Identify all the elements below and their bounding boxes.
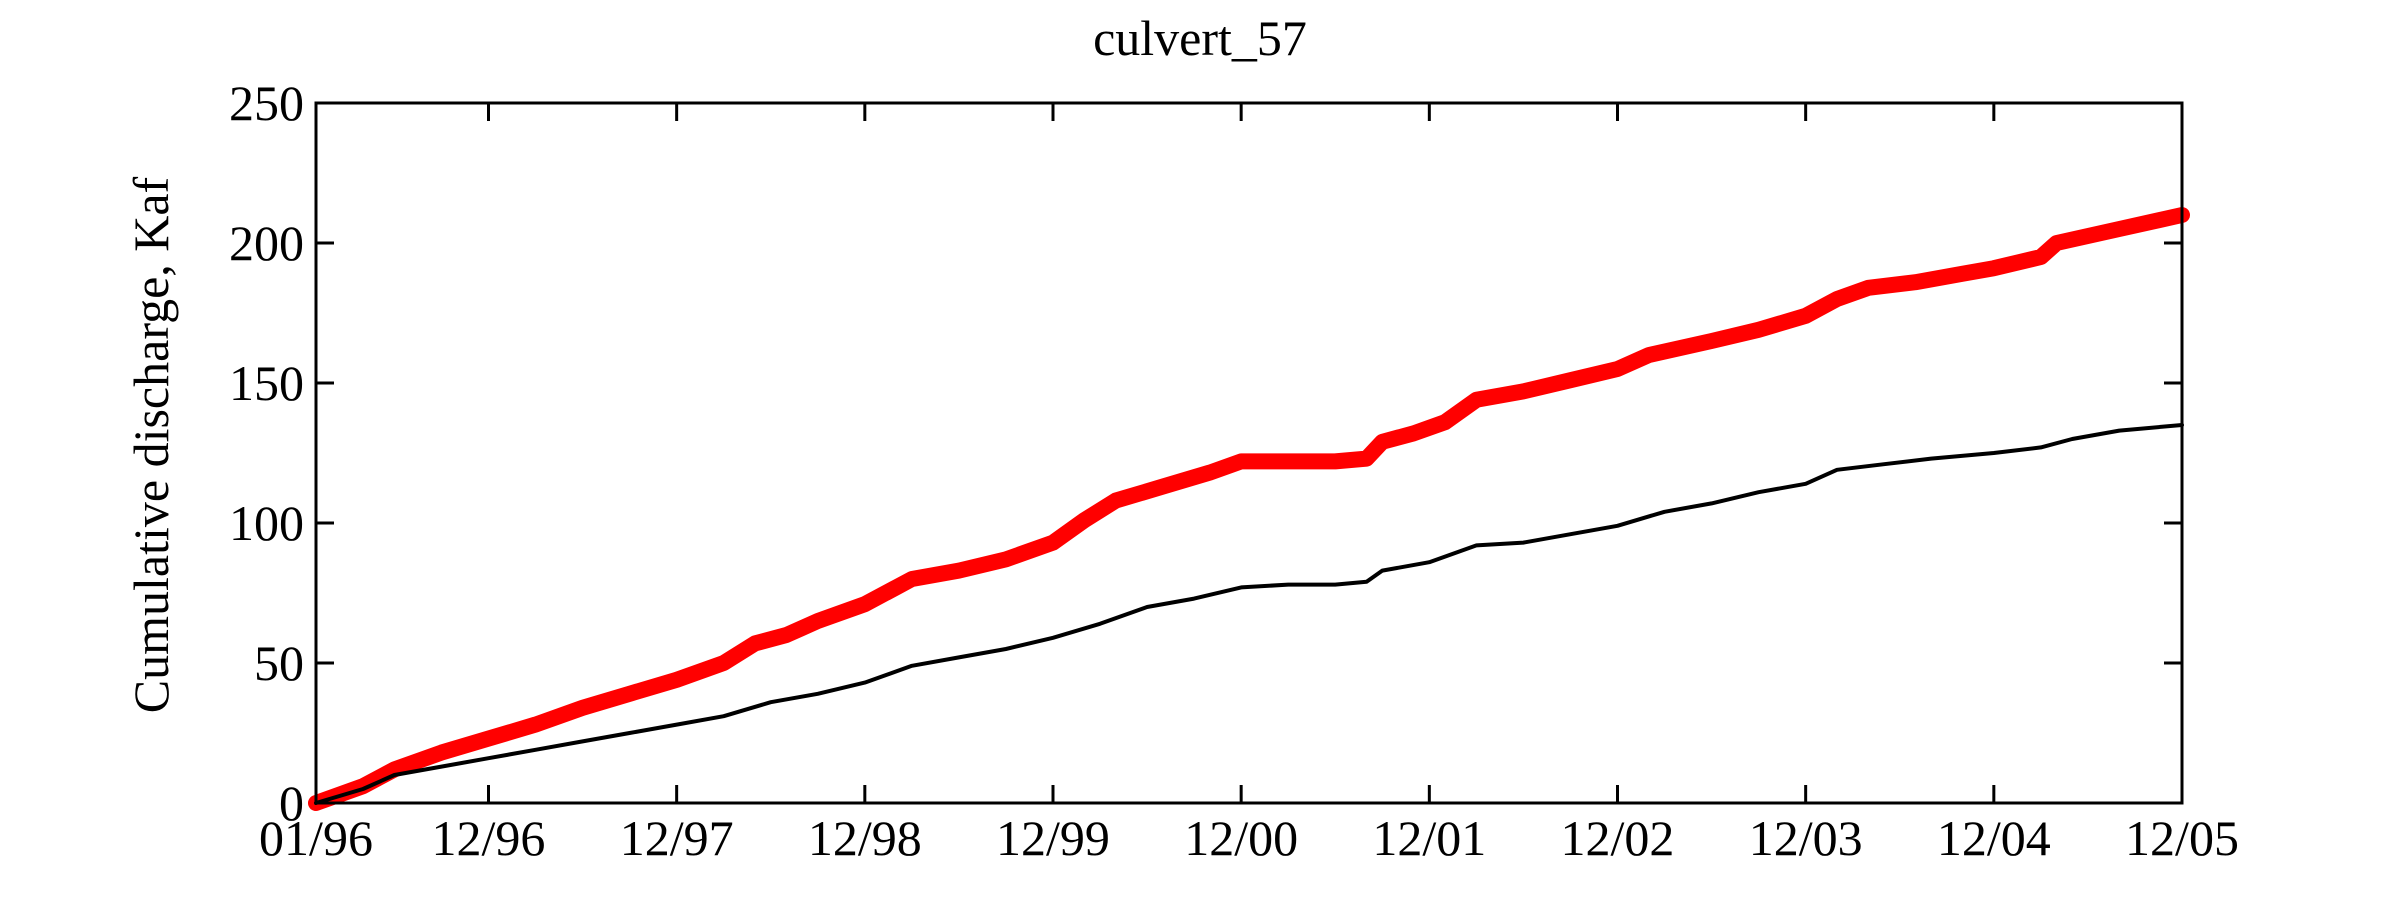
- x-tick-label: 12/99: [996, 810, 1110, 866]
- y-tick-label: 200: [229, 215, 304, 271]
- y-tick-label: 50: [254, 635, 304, 691]
- series-line-red: [308, 207, 2190, 811]
- series-line-black: [314, 423, 2184, 805]
- x-tick-label: 12/00: [1184, 810, 1298, 866]
- x-tick-label: 12/02: [1561, 810, 1675, 866]
- ticks-layer: 0 50 100 150 200 250 01/96 12/96 12/97 12/98 12/99…: [229, 75, 2239, 866]
- chart-title: culvert_57: [1093, 10, 1307, 66]
- x-tick-label: 12/01: [1372, 810, 1486, 866]
- y-tick-label: 250: [229, 75, 304, 131]
- y-tick-label: 0: [279, 775, 304, 831]
- x-tick-label: 12/97: [620, 810, 734, 866]
- plot-frame: [314, 101, 2184, 805]
- series-layer: [308, 207, 2190, 811]
- y-tick-label: 100: [229, 495, 304, 551]
- y-axis-label: Cumulative discharge, Kaf: [123, 176, 179, 713]
- x-tick-label: 12/04: [1937, 810, 2051, 866]
- y-tick-label: 150: [229, 355, 304, 411]
- x-tick-label: 12/05: [2125, 810, 2239, 866]
- x-tick-label: 12/98: [808, 810, 922, 866]
- x-tick-label: 01/96: [259, 810, 373, 866]
- x-tick-label: 12/96: [432, 810, 546, 866]
- x-tick-label: 12/03: [1749, 810, 1863, 866]
